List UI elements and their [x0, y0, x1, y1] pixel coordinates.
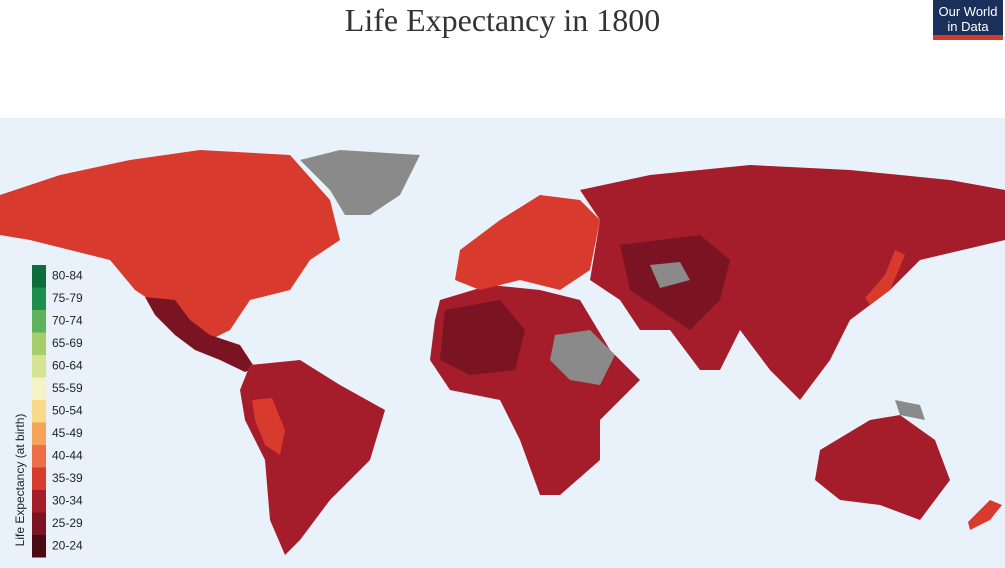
west-africa: [440, 300, 525, 375]
legend-label: 30-34: [52, 493, 83, 507]
mongolia: [650, 262, 690, 288]
title: Life Expectancy in 1800: [344, 2, 661, 38]
new-guinea: [895, 400, 925, 420]
legend-label: 20-24: [52, 538, 83, 552]
legend-swatch: [32, 355, 46, 378]
north-america: [0, 150, 340, 345]
legend-swatch: [32, 310, 46, 333]
legend-label: 45-49: [52, 426, 83, 440]
legend-label: 75-79: [52, 291, 83, 305]
legend-swatch: [32, 535, 46, 558]
legend-label: 35-39: [52, 471, 83, 485]
japan: [865, 250, 905, 305]
legend-swatch: [32, 377, 46, 400]
legend-label: 40-44: [52, 448, 83, 462]
legend-swatch: [32, 287, 46, 310]
new-zealand: [968, 500, 1002, 530]
asia: [580, 165, 1005, 400]
legend-swatch: [32, 467, 46, 490]
legend-label: 60-64: [52, 358, 83, 372]
legend-label: 70-74: [52, 313, 83, 327]
ethiopia: [550, 330, 615, 385]
europe: [455, 195, 600, 290]
australia: [815, 415, 950, 520]
legend-swatch: [32, 422, 46, 445]
legend-swatch: [32, 445, 46, 468]
legend-swatch: [32, 400, 46, 423]
legend-label: 25-29: [52, 516, 83, 530]
logo-line: in Data: [947, 19, 989, 34]
greenland: [300, 150, 420, 215]
legend-swatch: [32, 265, 46, 288]
logo[interactable]: Our World in Data: [933, 0, 1003, 40]
legend-label: 55-59: [52, 381, 83, 395]
peru: [252, 398, 285, 455]
legend-swatch: [32, 332, 46, 355]
legend-swatch: [32, 490, 46, 513]
logo-line: Our World: [938, 4, 998, 19]
legend-title: Life Expectancy (at birth): [13, 414, 27, 547]
legend-label: 50-54: [52, 403, 83, 417]
legend-label: 80-84: [52, 268, 83, 282]
legend-swatch: [32, 512, 46, 535]
legend-label: 65-69: [52, 336, 83, 350]
central-america: [145, 297, 255, 372]
